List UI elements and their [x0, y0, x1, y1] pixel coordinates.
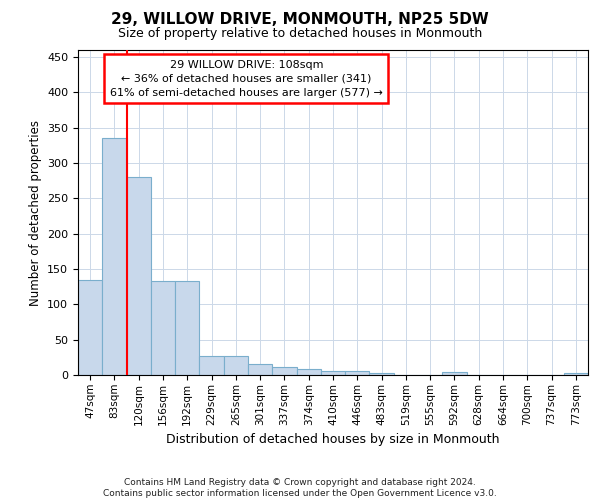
- Bar: [345, 372, 370, 375]
- Text: Size of property relative to detached houses in Monmouth: Size of property relative to detached ho…: [118, 28, 482, 40]
- Bar: [78, 280, 102, 375]
- Bar: [564, 373, 588, 375]
- Bar: [370, 373, 394, 375]
- Bar: [321, 371, 345, 375]
- X-axis label: Distribution of detached houses by size in Monmouth: Distribution of detached houses by size …: [166, 433, 500, 446]
- Text: 29, WILLOW DRIVE, MONMOUTH, NP25 5DW: 29, WILLOW DRIVE, MONMOUTH, NP25 5DW: [111, 12, 489, 28]
- Y-axis label: Number of detached properties: Number of detached properties: [29, 120, 41, 306]
- Bar: [248, 364, 272, 375]
- Bar: [199, 356, 224, 375]
- Bar: [151, 281, 175, 375]
- Bar: [102, 138, 127, 375]
- Bar: [224, 356, 248, 375]
- Bar: [175, 281, 199, 375]
- Text: Contains HM Land Registry data © Crown copyright and database right 2024.
Contai: Contains HM Land Registry data © Crown c…: [103, 478, 497, 498]
- Bar: [272, 367, 296, 375]
- Bar: [127, 177, 151, 375]
- Bar: [442, 372, 467, 375]
- Text: 29 WILLOW DRIVE: 108sqm
← 36% of detached houses are smaller (341)
61% of semi-d: 29 WILLOW DRIVE: 108sqm ← 36% of detache…: [110, 60, 383, 98]
- Bar: [296, 370, 321, 375]
